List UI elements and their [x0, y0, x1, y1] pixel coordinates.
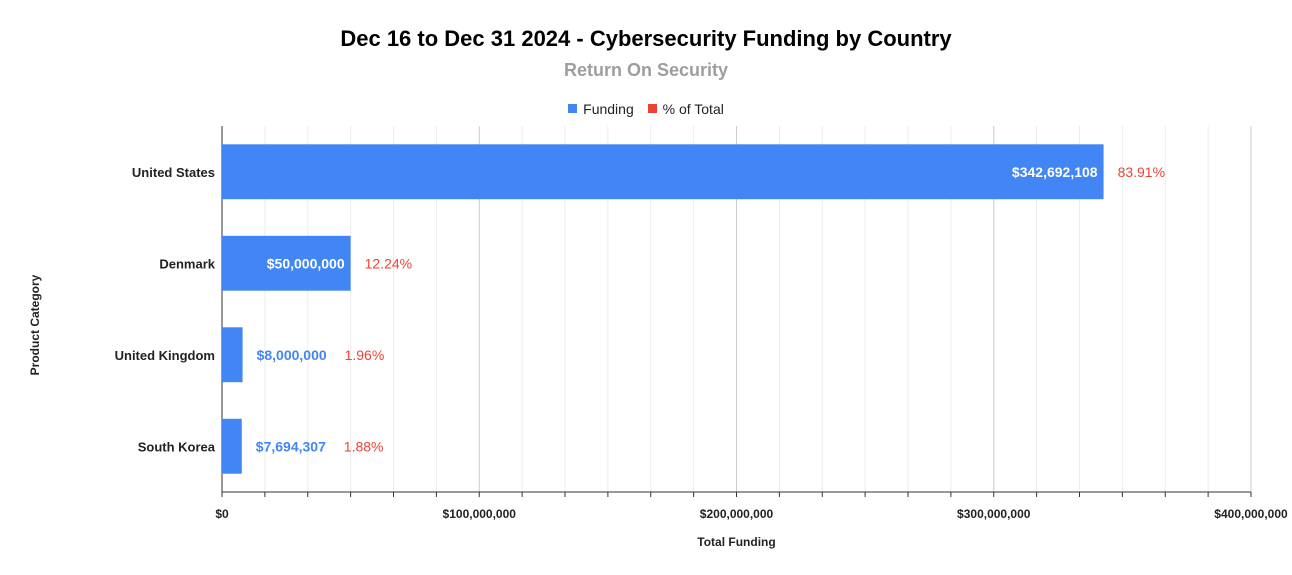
- legend-swatch-percent: [647, 104, 657, 113]
- legend-swatch-funding: [568, 104, 578, 113]
- data-label-percent: 1.88%: [344, 438, 384, 454]
- data-label-funding: $8,000,000: [257, 347, 327, 363]
- category-label: United Kingdom: [115, 348, 215, 363]
- chart-subtitle: Return On Security: [563, 60, 729, 80]
- legend-item-percent[interactable]: % of Total: [647, 100, 724, 117]
- category-label: South Korea: [138, 439, 216, 454]
- bar-funding: [222, 327, 243, 383]
- data-label-percent: 12.24%: [365, 255, 412, 271]
- data-label-percent: 1.96%: [345, 347, 385, 363]
- legend: Funding % of Total: [0, 100, 1292, 117]
- x-tick-label: $0: [215, 507, 229, 521]
- category-label: United States: [132, 165, 215, 180]
- data-label-funding: $342,692,108: [1012, 164, 1098, 180]
- x-axis-title: Total Funding: [697, 535, 775, 549]
- category-label: Denmark: [159, 256, 215, 271]
- x-tick-label: $300,000,000: [957, 507, 1031, 521]
- bar-funding: [222, 235, 351, 291]
- legend-label-funding: Funding: [583, 100, 634, 117]
- bar-funding: [222, 418, 242, 474]
- legend-label-percent: % of Total: [662, 100, 724, 117]
- chart-title: Dec 16 to Dec 31 2024 - Cybersecurity Fu…: [340, 26, 952, 51]
- x-tick-label: $200,000,000: [700, 507, 774, 521]
- data-label-funding: $50,000,000: [267, 255, 345, 271]
- data-label-percent: 83.91%: [1118, 164, 1165, 180]
- x-tick-label: $100,000,000: [443, 507, 517, 521]
- y-axis-title: Product Category: [28, 274, 42, 375]
- data-label-funding: $7,694,307: [256, 438, 326, 454]
- x-tick-label: $400,000,000: [1214, 507, 1288, 521]
- bar-funding: [222, 144, 1104, 200]
- legend-item-funding[interactable]: Funding: [568, 101, 634, 117]
